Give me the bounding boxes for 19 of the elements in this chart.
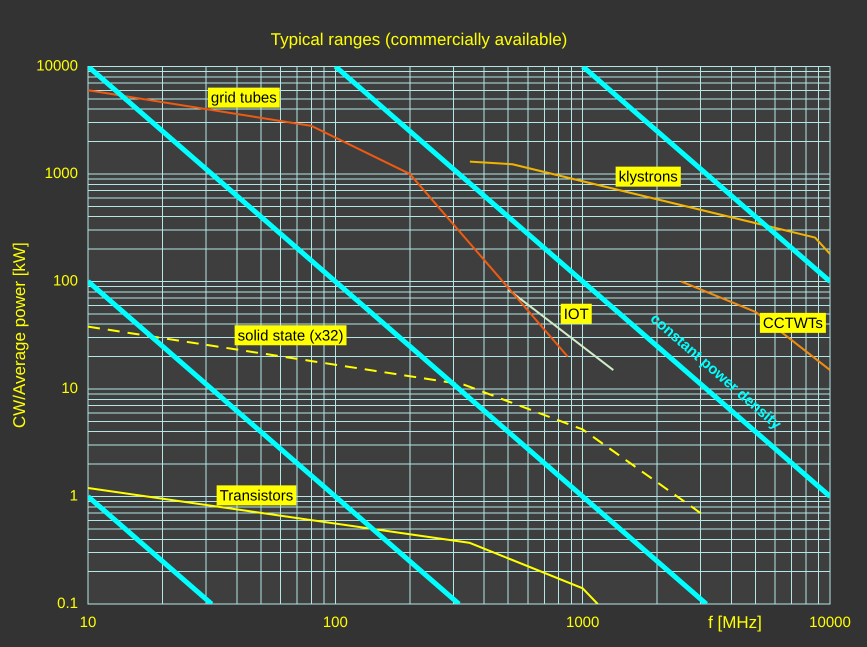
x-tick-label: 1000	[566, 614, 600, 632]
x-tick-label: 10000	[809, 614, 851, 632]
series-label: CCTWTs	[762, 314, 823, 332]
y-tick-label: 10000	[36, 58, 78, 75]
series-label: klystrons	[618, 168, 678, 186]
series-label: grid tubes	[210, 90, 277, 107]
y-tick-label: 100	[52, 272, 78, 290]
y-tick-label: 1	[70, 488, 78, 505]
y-tick-label: 0.1	[57, 595, 78, 612]
y-tick-label: 1000	[44, 165, 78, 182]
y-axis-title: CW/Average power [kW]	[10, 242, 29, 428]
chart-title: Typical ranges (commercially available)	[270, 30, 568, 49]
x-tick-label: 10	[80, 614, 96, 632]
x-tick-label: 100	[322, 614, 348, 632]
series-label: solid state (x32)	[238, 327, 344, 344]
series-label: Transistors	[220, 488, 294, 505]
y-tick-label: 10	[61, 380, 78, 398]
series-label: IOT	[564, 306, 589, 323]
x-axis-title: f [MHz]	[708, 613, 762, 632]
